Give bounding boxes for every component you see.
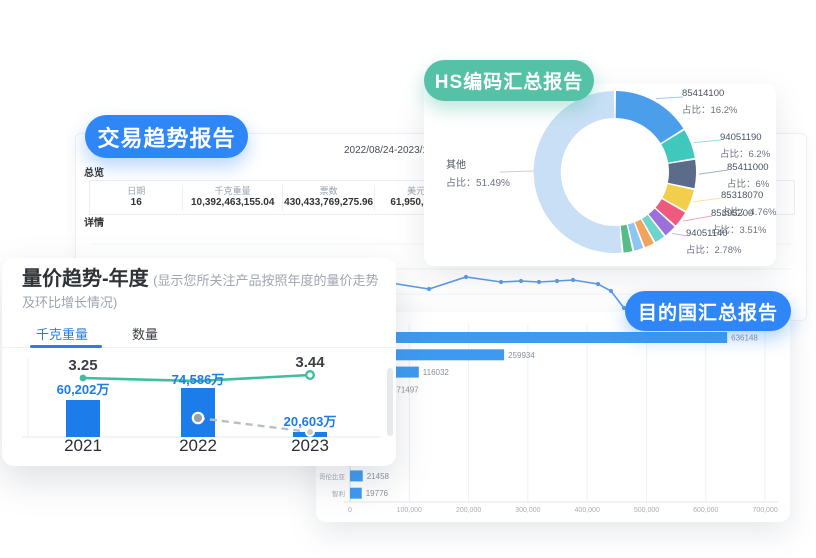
donut-label: 85318070 占比：4.76% bbox=[721, 190, 777, 218]
donut-label: 94051190 占比：6.2% bbox=[720, 132, 771, 160]
svg-text:200,000: 200,000 bbox=[456, 507, 481, 514]
scrollbar-thumb[interactable] bbox=[387, 368, 393, 436]
svg-text:2021: 2021 bbox=[64, 436, 102, 455]
svg-text:0: 0 bbox=[348, 507, 352, 514]
svg-text:60,202万: 60,202万 bbox=[57, 382, 110, 397]
donut-label: 85414100 占比：16.2% bbox=[682, 88, 738, 116]
svg-text:2022: 2022 bbox=[179, 436, 217, 455]
overview-cell: 日期 16 bbox=[127, 186, 146, 208]
donut-label-other: 其他 占比：51.49% bbox=[446, 160, 510, 189]
svg-text:636148: 636148 bbox=[731, 334, 758, 343]
svg-text:700,000: 700,000 bbox=[752, 507, 777, 514]
svg-text:3.44: 3.44 bbox=[295, 354, 325, 371]
svg-text:哥伦比亚: 哥伦比亚 bbox=[319, 472, 346, 481]
svg-text:2023: 2023 bbox=[291, 436, 329, 455]
svg-text:116032: 116032 bbox=[423, 368, 450, 377]
date-range-text: 2022/08/24-2023/11/29,产品编码 bbox=[344, 145, 490, 156]
transaction-report-button[interactable]: 交易趋势报告 bbox=[85, 115, 248, 158]
overview-cell: 千克重量 10,392,463,155.04 bbox=[182, 184, 281, 211]
overview-label: 总览 bbox=[84, 168, 104, 179]
donut-label: 85411000 占比：6% bbox=[727, 162, 770, 190]
svg-text:智利: 智利 bbox=[332, 489, 345, 498]
svg-text:500,000: 500,000 bbox=[634, 507, 659, 514]
svg-text:600,000: 600,000 bbox=[693, 507, 718, 514]
svg-text:71497: 71497 bbox=[396, 385, 419, 394]
card-title: 量价趋势-年度 bbox=[22, 268, 149, 290]
svg-text:100,000: 100,000 bbox=[397, 507, 422, 514]
tab-quantity[interactable]: 数量 bbox=[132, 327, 159, 342]
svg-text:20,603万: 20,603万 bbox=[284, 414, 337, 429]
tabs-divider bbox=[2, 347, 396, 348]
svg-text:259934: 259934 bbox=[508, 351, 535, 360]
svg-text:300,000: 300,000 bbox=[515, 507, 540, 514]
overview-cell: 票数 430,433,769,275.96 bbox=[281, 184, 374, 211]
price-qty-trend-card: 量价趋势-年度 (显示您所关注产品按照年度的量价走势及环比增长情况) 千克重量 … bbox=[2, 258, 396, 466]
hs-report-button[interactable]: HS编码汇总报告 bbox=[424, 60, 594, 101]
hs-donut-chart bbox=[499, 91, 729, 253]
svg-text:74,586万: 74,586万 bbox=[172, 372, 225, 387]
svg-text:3.25: 3.25 bbox=[68, 357, 97, 374]
svg-text:19776: 19776 bbox=[366, 489, 389, 498]
donut-label: 94051140 占比：2.78% bbox=[686, 228, 742, 256]
donut-label: 85395200 占比：3.51% bbox=[711, 208, 767, 236]
price-qty-combo-chart: 3.25 3.44 60,202万 74,586万 20,603万 2021 2022 202… bbox=[22, 354, 380, 455]
unit-tabs: 千克重量 数量 bbox=[36, 324, 158, 343]
tab-kg-weight[interactable]: 千克重量 bbox=[36, 327, 89, 342]
svg-text:21458: 21458 bbox=[367, 472, 390, 481]
card-heading: 量价趋势-年度 (显示您所关注产品按照年度的量价走势及环比增长情况) bbox=[22, 268, 384, 314]
active-tab-underline bbox=[30, 345, 102, 348]
svg-text:400,000: 400,000 bbox=[575, 507, 600, 514]
destination-report-button[interactable]: 目的国汇总报告 bbox=[625, 291, 791, 331]
hs-report-card: 其他 占比：51.49% 85414100 占比：16.2% 94051190 … bbox=[424, 84, 776, 266]
card-subtitle: (显示您所关注产品按照年度的量价走势及环比增长情况) bbox=[22, 273, 379, 310]
detail-label: 详情 bbox=[84, 218, 104, 229]
